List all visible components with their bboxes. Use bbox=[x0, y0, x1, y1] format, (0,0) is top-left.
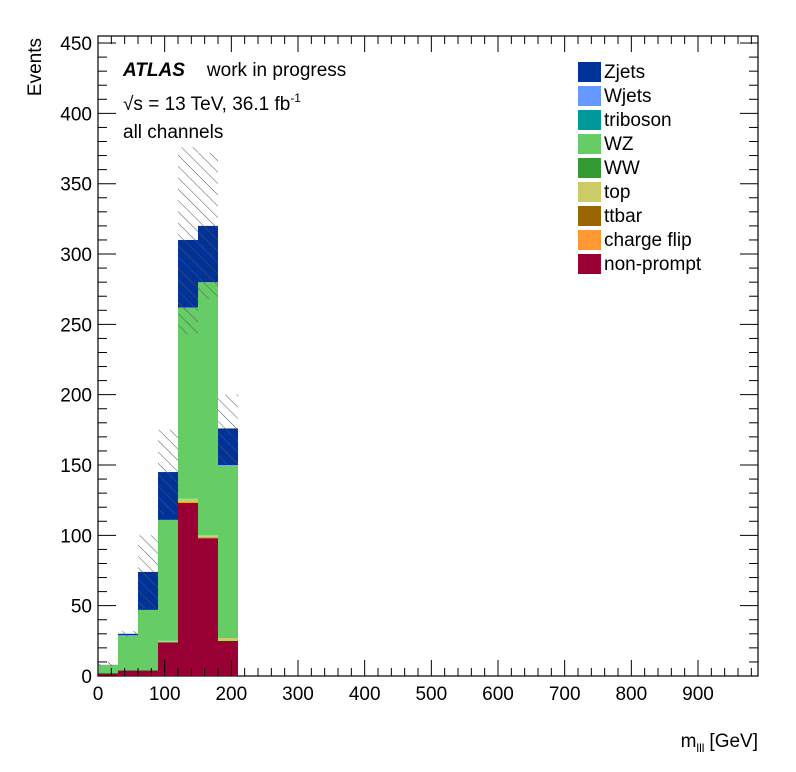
legend-swatch-WW bbox=[578, 158, 601, 178]
legend-swatch-Zjets bbox=[578, 62, 601, 82]
uncertainty-bin-2 bbox=[138, 535, 158, 609]
bar-WZ-bin-3 bbox=[158, 519, 178, 641]
bar-non-prompt-bin-2 bbox=[138, 670, 158, 676]
x-tick-label: 800 bbox=[615, 684, 647, 705]
uncertainty-bin-3 bbox=[158, 429, 178, 515]
y-tick-label: 400 bbox=[60, 104, 92, 125]
x-axis-title: mlll [GeV] bbox=[681, 731, 758, 755]
legend-label-Wjets: Wjets bbox=[604, 86, 652, 107]
x-tick-label: 600 bbox=[482, 684, 514, 705]
legend-swatch-Wjets bbox=[578, 86, 601, 106]
legend-label-ttbar: ttbar bbox=[604, 206, 643, 227]
bar-WZ-bin-5 bbox=[198, 282, 218, 536]
legend-label-WW: WW bbox=[604, 158, 640, 179]
y-tick-label: 0 bbox=[81, 667, 92, 688]
uncertainty-bin-6 bbox=[218, 394, 238, 466]
legend-swatch-charge-flip bbox=[578, 230, 601, 250]
bar-top-bin-3 bbox=[158, 640, 178, 643]
uncertainty-bin-4 bbox=[178, 147, 198, 335]
bar-charge-flip-bin-4 bbox=[178, 501, 198, 503]
bar-non-prompt-bin-6 bbox=[218, 640, 238, 676]
x-tick-label: 300 bbox=[282, 684, 314, 705]
bar-WZ-bin-4 bbox=[178, 307, 198, 499]
uncertainty-bin-0 bbox=[98, 661, 118, 667]
bar-WZ-bin-1 bbox=[118, 635, 138, 671]
atlas-label: ATLAS work in progress bbox=[122, 60, 346, 81]
x-axis-title-sub: lll bbox=[696, 741, 704, 755]
uncertainty-bin-1 bbox=[118, 630, 138, 637]
bar-top-bin-5 bbox=[198, 535, 218, 537]
y-tick-label: 200 bbox=[60, 386, 92, 407]
legend-swatch-top bbox=[578, 182, 601, 202]
y-tick-label: 450 bbox=[60, 34, 92, 55]
uncertainty-band bbox=[98, 147, 238, 667]
bar-non-prompt-bin-0 bbox=[98, 673, 118, 676]
bar-non-prompt-bin-5 bbox=[198, 538, 218, 676]
y-tick-label: 300 bbox=[60, 245, 92, 266]
x-tick-label: 900 bbox=[682, 684, 714, 705]
bar-charge-flip-bin-5 bbox=[198, 536, 218, 539]
bar-non-prompt-bin-1 bbox=[118, 670, 138, 676]
legend-swatch-non-prompt bbox=[578, 254, 601, 274]
y-tick-label: 150 bbox=[60, 456, 92, 477]
x-axis-title-base: m bbox=[681, 731, 697, 752]
legend-swatch-WZ bbox=[578, 134, 601, 154]
y-tick-label: 100 bbox=[60, 526, 92, 547]
y-tick-label: 250 bbox=[60, 315, 92, 336]
status-text: work in progress bbox=[206, 60, 346, 81]
legend-label-charge-flip: charge flip bbox=[604, 230, 692, 251]
channel-label: all channels bbox=[123, 122, 223, 143]
legend-label-WZ: WZ bbox=[604, 134, 634, 155]
bar-non-prompt-bin-4 bbox=[178, 502, 198, 676]
y-tick-label: 50 bbox=[71, 597, 92, 618]
bar-non-prompt-bin-3 bbox=[158, 642, 178, 676]
bar-top-bin-6 bbox=[218, 638, 238, 641]
bar-WZ-bin-2 bbox=[138, 609, 158, 671]
plot-frame bbox=[97, 35, 759, 677]
axes: 0 100 200 300 400 500 600 700 800 900 0 50 100 150 200… bbox=[60, 34, 758, 705]
legend-swatch-triboson bbox=[578, 110, 601, 130]
energy-text: √s = 13 TeV, 36.1 fb bbox=[123, 94, 290, 115]
y-axis-title: Events bbox=[25, 38, 46, 96]
x-tick-label: 700 bbox=[549, 684, 581, 705]
legend: Zjets Wjets triboson WZ WW top ttbar charge fli… bbox=[578, 62, 702, 275]
x-tick-label: 500 bbox=[415, 684, 447, 705]
uncertainty-bin-5 bbox=[198, 152, 218, 300]
y-tick-label: 350 bbox=[60, 175, 92, 196]
legend-label-Zjets: Zjets bbox=[604, 62, 645, 83]
x-tick-label: 200 bbox=[215, 684, 247, 705]
legend-label-non-prompt: non-prompt bbox=[604, 254, 702, 275]
lumi-unit-sup: -1 bbox=[290, 91, 301, 105]
x-tick-label: 400 bbox=[349, 684, 381, 705]
legend-swatch-ttbar bbox=[578, 206, 601, 226]
x-tick-label: 100 bbox=[149, 684, 181, 705]
legend-label-top: top bbox=[604, 182, 630, 203]
bar-top-bin-4 bbox=[178, 498, 198, 502]
energy-lumi-label: √s = 13 TeV, 36.1 fb-1 bbox=[123, 91, 301, 115]
atlas-logo-text: ATLAS bbox=[122, 60, 185, 81]
bar-WZ-bin-0 bbox=[98, 664, 118, 674]
x-tick-label: 0 bbox=[93, 684, 104, 705]
legend-label-triboson: triboson bbox=[604, 110, 672, 131]
bar-WZ-bin-6 bbox=[218, 465, 238, 639]
x-axis-title-unit: [GeV] bbox=[709, 731, 758, 752]
